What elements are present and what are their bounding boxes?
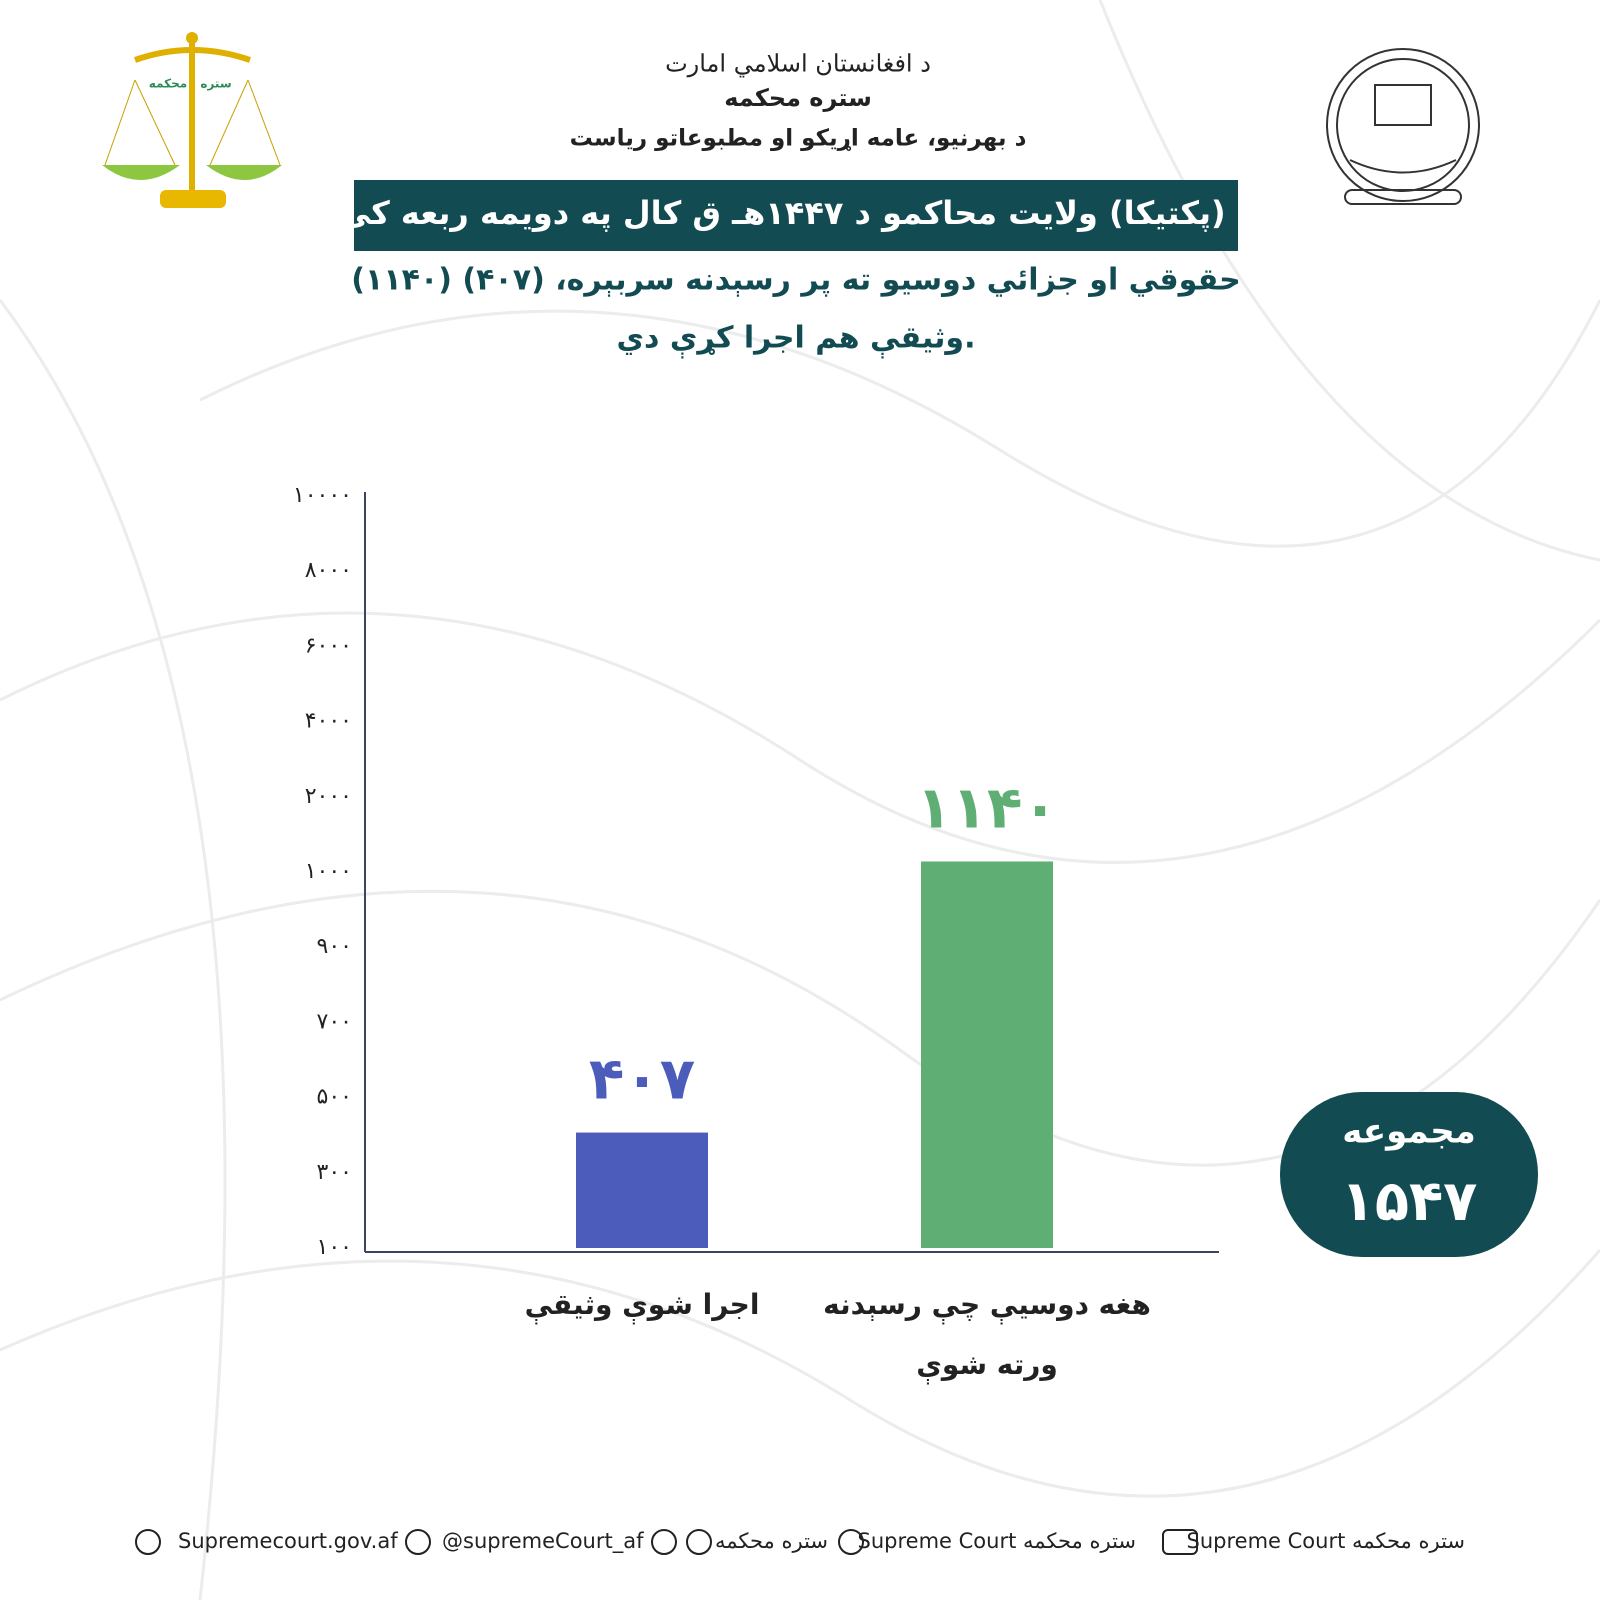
total-value: ۱۵۴۷ — [1341, 1169, 1478, 1234]
x-tick-label: هغه دوسيې چې رسېدنه ورته شوې — [823, 1288, 1151, 1384]
emblem — [1326, 48, 1480, 205]
y-tick-label: ۸۰۰۰ — [305, 558, 352, 583]
footer-link[interactable]: @supremeCourt_af — [442, 1529, 644, 1554]
y-tick-label: ۴۰۰۰ — [305, 709, 352, 734]
y-tick-label: ۳۰۰ — [317, 1160, 352, 1185]
logo-text: محکمه — [149, 77, 187, 91]
scales-logo: محکمه ستره — [102, 32, 282, 208]
footer-link[interactable]: Supreme Court ستره محکمه — [1187, 1529, 1465, 1553]
value-label: ۱۱۴۰ — [916, 774, 1058, 842]
total-badge: مجموعه ۱۵۴۷ — [1280, 1092, 1538, 1257]
org-name: ستره محکمه — [724, 84, 872, 112]
y-tick-label: ۱۰۰۰ — [305, 859, 352, 884]
footer-link[interactable]: Supreme Court ستره محکمه — [858, 1529, 1136, 1553]
plot: ۱۰۰ ۳۰۰ ۵۰۰ ۷۰۰ ۹۰۰ ۱۰۰۰ ۲۰۰۰ ۴۰۰۰ ۶۰۰۰ ۸۰۰۰ ۱۰۰۰۰… — [293, 483, 1151, 1384]
footer: Supremecourt.gov.af @supremeCourt_af ستر… — [135, 1529, 1465, 1555]
total-title: مجموعه — [1342, 1112, 1476, 1152]
subtitle: وثيقې هم اجرا کړې دي. — [617, 321, 976, 359]
chart-title: د (پکتيکا) ولايت محاکمو د ۱۴۴۷هـ ق کال پ… — [339, 194, 1253, 236]
y-tick-label: ۱۰۰ — [317, 1235, 352, 1260]
y-tick-label: ۹۰۰ — [317, 934, 352, 959]
y-tick-label: ۷۰۰ — [317, 1009, 352, 1034]
department: د بهرنيو، عامه اړيکو او مطبوعاتو رياست — [570, 126, 1027, 152]
bar — [576, 1132, 708, 1248]
x-tick-label: اجرا شوې وثيقې — [525, 1288, 760, 1325]
y-tick-label: ۶۰۰۰ — [305, 633, 352, 658]
footer-link[interactable]: ستره محکمه — [715, 1529, 828, 1553]
logo-text: ستره — [200, 77, 231, 91]
footer-link[interactable]: Supremecourt.gov.af — [178, 1529, 398, 1553]
title-banner — [354, 180, 1238, 251]
y-tick-label: ۱۰۰۰۰ — [293, 483, 352, 508]
y-tick-label: ۵۰۰ — [317, 1085, 352, 1110]
emblem-text: د افغانستان اسلامي امارت — [665, 50, 931, 78]
y-tick-label: ۲۰۰۰ — [305, 784, 352, 809]
bar — [921, 861, 1053, 1248]
value-label: ۴۰۷ — [589, 1045, 695, 1113]
subtitle: (۱۱۴۰) حقوقي او جزائي دوسيو ته پر رسېدنه… — [351, 263, 1240, 298]
